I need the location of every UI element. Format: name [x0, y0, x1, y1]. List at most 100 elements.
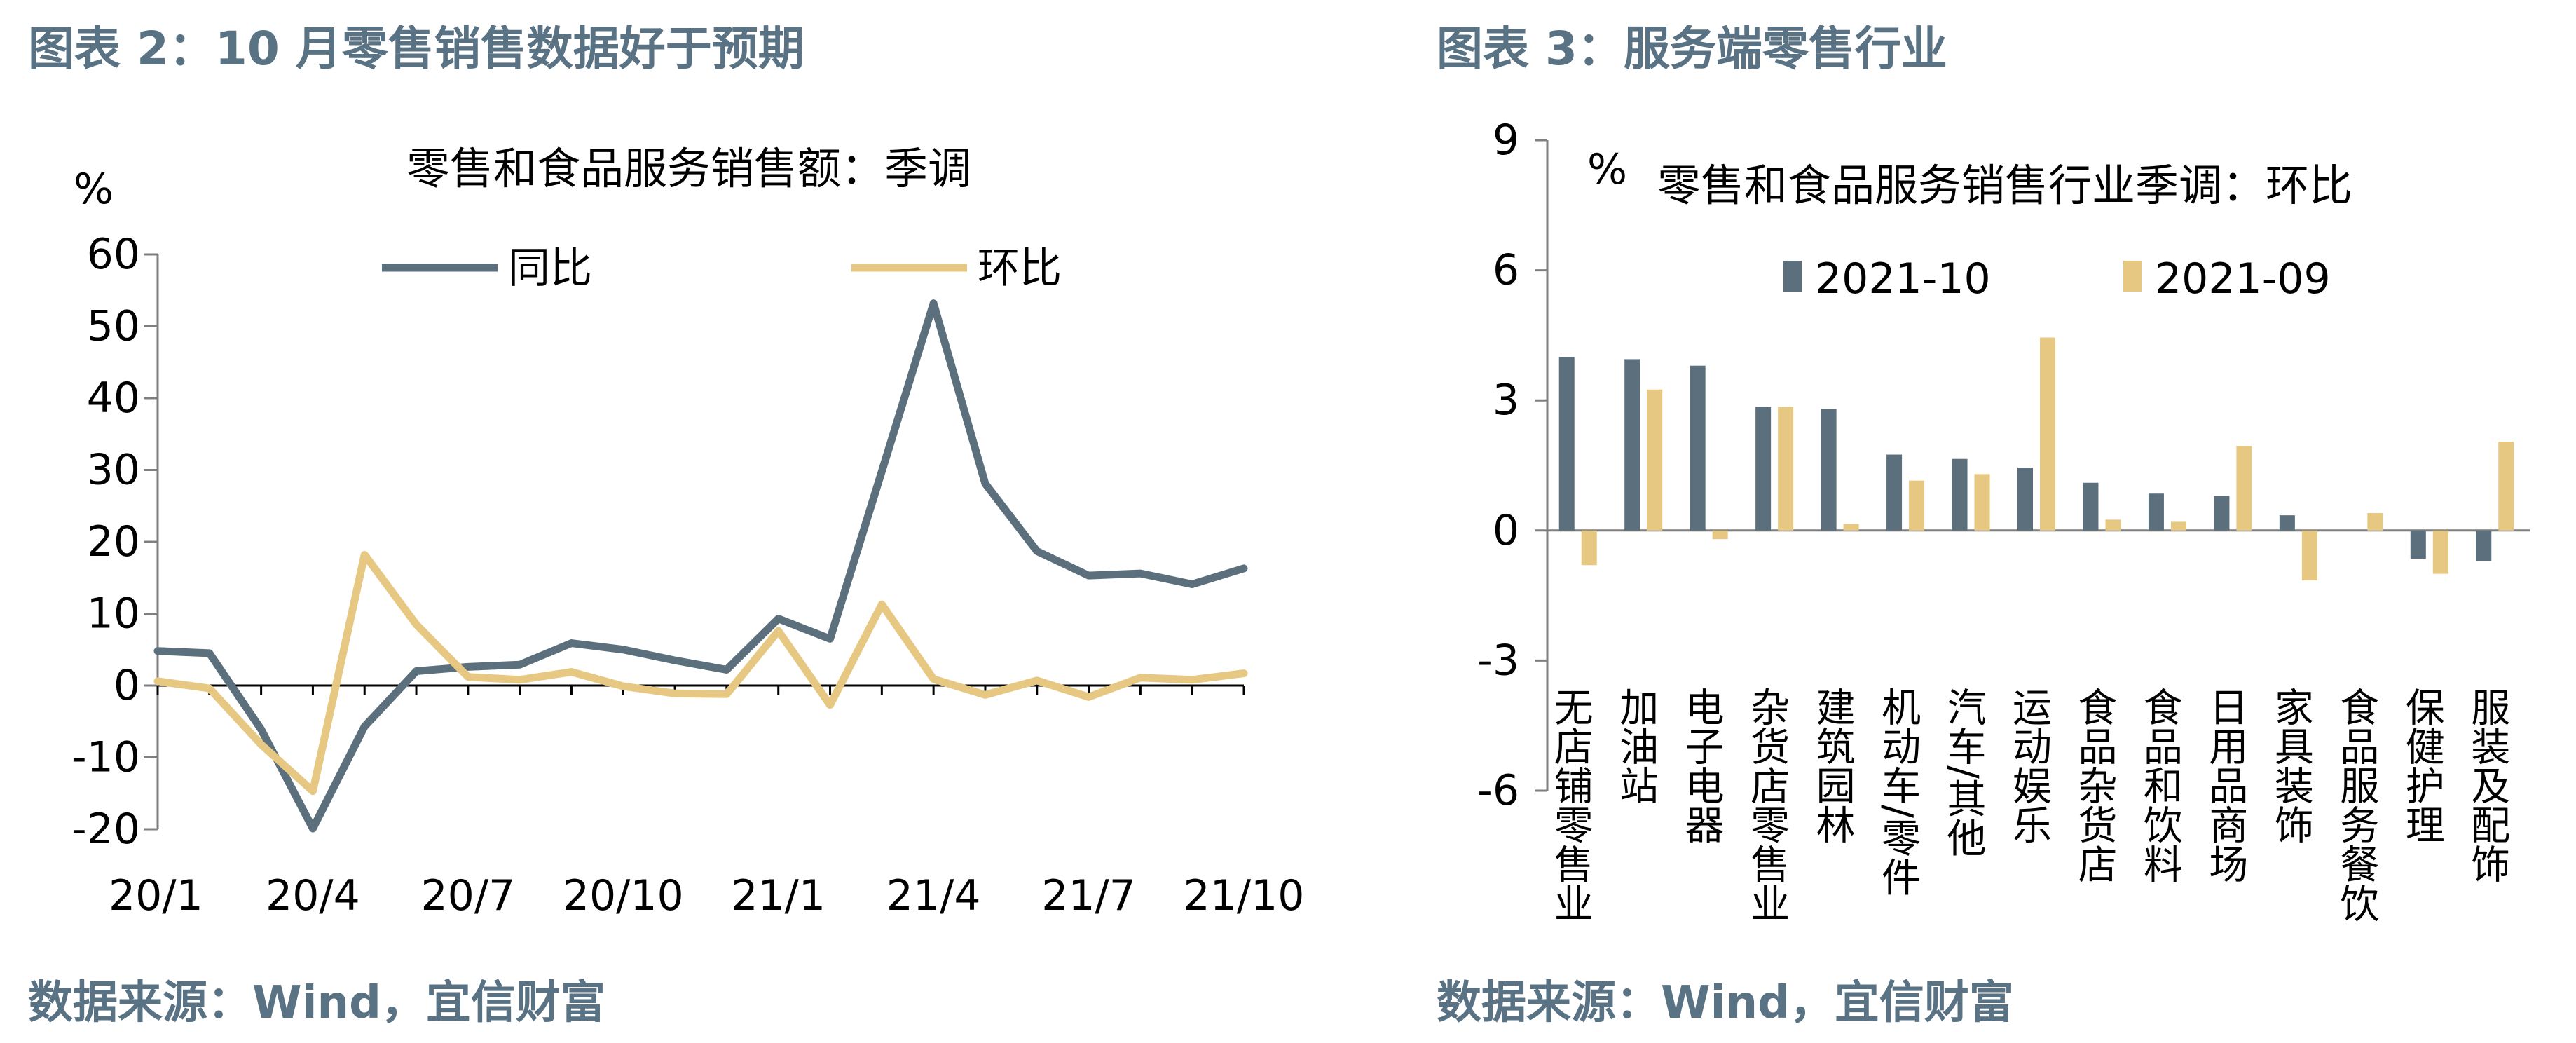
bar-2021-10	[2279, 515, 2295, 531]
bar-2021-10	[2017, 468, 2033, 531]
data-point	[156, 649, 159, 653]
bar-2021-10	[1558, 357, 1575, 531]
data-point	[828, 703, 832, 707]
category-label: 机动车/零件	[1875, 687, 1921, 897]
bar-2021-09	[1647, 389, 1663, 531]
x-tick-label: 20/4	[266, 871, 360, 920]
x-tick-label: 21/4	[886, 871, 981, 920]
data-point	[673, 692, 677, 695]
data-point	[1087, 695, 1090, 699]
line-chart-title: 零售和食品服务销售额：季调	[406, 143, 971, 194]
data-point	[207, 651, 211, 655]
bar-chart-y-axis: -6 -3 0 3 6 9	[1477, 116, 2530, 815]
line-chart-ylabel: %	[74, 165, 114, 214]
left-source: 数据来源：Wind，宜信财富	[28, 977, 605, 1029]
legend-label-mom: 环比	[978, 244, 1062, 293]
y-tick-label: 50	[87, 302, 140, 351]
category-label: 无店铺零售业	[1547, 687, 1593, 922]
bar-2021-09	[1581, 530, 1597, 566]
y-tick-label: 6	[1493, 246, 1519, 295]
data-point	[570, 641, 573, 645]
bar-2021-09	[1712, 530, 1728, 540]
data-point	[259, 743, 263, 747]
data-point	[1035, 679, 1039, 682]
y-tick-label: 40	[87, 374, 140, 423]
data-point	[880, 470, 884, 473]
data-point	[156, 679, 159, 683]
y-tick-label: 0	[1493, 506, 1519, 555]
bar-2021-09	[2367, 513, 2383, 531]
bar-2021-09	[2105, 519, 2121, 531]
data-point	[570, 670, 573, 674]
line-chart-y-axis: -20 -10 0 10 20 30 40 50 60	[71, 230, 159, 854]
category-label: 电子电器	[1678, 687, 1724, 844]
data-point	[983, 482, 987, 485]
y-tick-label: 30	[87, 446, 140, 495]
legend-label-2021-09: 2021-09	[2155, 254, 2331, 304]
y-tick-label: -20	[71, 805, 140, 854]
y-tick-label: 10	[87, 589, 140, 639]
category-label: 保健护理	[2399, 687, 2444, 844]
data-point	[828, 637, 832, 641]
y-tick-label: -6	[1477, 766, 1519, 815]
data-point	[466, 675, 470, 679]
bar-2021-10	[1952, 458, 1968, 531]
y-tick-label: 9	[1493, 116, 1519, 165]
bar-2021-09	[2170, 522, 2186, 531]
bar-chart-categories: 无店铺零售业 加油站 电子电器 杂货店零售业 建筑园林 机动车/零件 汽车/其他 运动娱乐 食品…	[1547, 687, 2510, 922]
category-label: 食品杂货店	[2071, 687, 2117, 883]
data-point	[311, 789, 315, 793]
legend-label-yoy: 同比	[508, 244, 592, 293]
category-label: 食品服务餐饮	[2334, 687, 2379, 922]
series-line-yoy	[153, 299, 1248, 833]
line-chart: 零售和食品服务销售额：季调 % 同比 环比 -20 -10 0 10 20 30 40 50 6…	[71, 143, 1304, 920]
data-point	[415, 622, 418, 626]
data-point	[363, 553, 366, 557]
right-source: 数据来源：Wind，宜信财富	[1437, 977, 2014, 1029]
y-tick-label: 60	[87, 230, 140, 279]
bar-2021-09	[2301, 530, 2317, 580]
category-label: 运动娱乐	[2006, 687, 2052, 844]
category-label: 杂货店零售业	[1744, 687, 1790, 922]
data-point	[725, 693, 728, 696]
legend-swatch-2021-09	[2123, 261, 2142, 292]
data-point	[1139, 676, 1142, 679]
category-label: 建筑园林	[1809, 687, 1855, 844]
data-point	[983, 693, 987, 697]
category-label: 家具装饰	[2268, 687, 2313, 844]
data-point	[415, 669, 418, 673]
data-point	[1191, 582, 1194, 586]
data-point	[932, 301, 936, 305]
data-point	[725, 668, 728, 672]
bar-2021-09	[2432, 530, 2448, 574]
category-label: 日用品商场	[2202, 687, 2248, 883]
data-point	[1035, 550, 1039, 553]
bar-2021-09	[2236, 446, 2252, 531]
data-point	[776, 617, 780, 620]
bar-2021-09	[1778, 407, 1794, 531]
bar-2021-10	[2410, 530, 2426, 559]
data-point	[1242, 566, 1245, 570]
data-point	[622, 685, 625, 688]
bar-2021-10	[1755, 407, 1772, 531]
category-label: 加油站	[1613, 687, 1659, 805]
bar-chart: % 零售和食品服务销售行业季调：环比 2021-10 2021-09 -6 -3 0…	[1477, 116, 2530, 922]
bar-2021-09	[1974, 474, 1990, 531]
bar-2021-10	[1624, 359, 1640, 531]
bar-chart-bars	[1558, 337, 2514, 580]
right-header: 图表 3：服务端零售行业	[1437, 22, 1947, 76]
line-chart-legend: 同比 环比	[382, 244, 1062, 293]
data-point	[932, 677, 936, 681]
bar-2021-09	[2040, 337, 2055, 531]
data-point	[776, 629, 780, 633]
data-point	[466, 665, 470, 669]
bar-2021-10	[1690, 365, 1706, 531]
data-point	[673, 659, 677, 662]
bar-2021-09	[2498, 441, 2514, 531]
y-tick-label: 0	[114, 661, 140, 710]
bar-2021-10	[2148, 493, 2164, 531]
legend-label-2021-10: 2021-10	[1815, 254, 1991, 304]
x-tick-label: 21/1	[731, 871, 825, 920]
category-label: 食品和饮料	[2137, 687, 2182, 883]
data-point	[1087, 574, 1090, 578]
